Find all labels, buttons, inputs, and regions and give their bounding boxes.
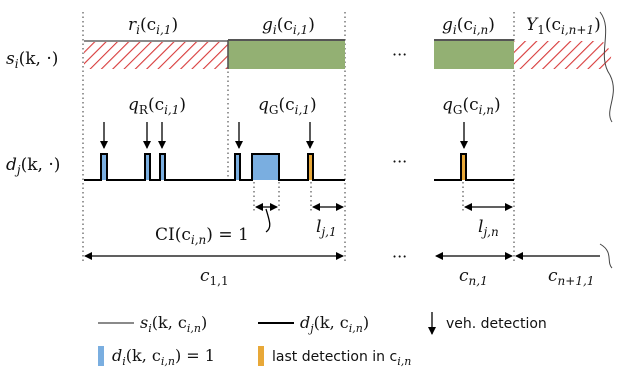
legend-di-label: di(k, ci,n) = 1 <box>112 346 215 368</box>
legend-dj-label: dj(k, ci,n) <box>300 313 369 335</box>
r-label: ri(ci,1) <box>128 15 178 37</box>
legend-si-label: si(k, ci,n) <box>140 313 207 335</box>
c11-label: c1,1 <box>200 266 229 288</box>
dj-axis-label: dj(k, ·) <box>6 155 60 177</box>
legend-blue-swatch <box>98 346 104 366</box>
ellipsis-middle: ··· <box>392 152 407 171</box>
detection-pulse <box>235 154 240 180</box>
legend-orange-swatch <box>258 346 264 366</box>
wavy-cut-line <box>599 11 614 123</box>
g1-label: gi(ci,1) <box>262 15 315 37</box>
qGn-label: qG(ci,n) <box>442 95 501 117</box>
detector-waveform-n <box>434 153 514 181</box>
si-axis-label: si(k, ·) <box>6 49 58 71</box>
detector-waveform-1 <box>84 153 345 181</box>
legend-last-detection-label: last detection in ci,n <box>272 349 411 368</box>
detection-pulse <box>145 154 150 180</box>
gn-label: gi(ci,n) <box>442 15 495 37</box>
qG1-label: qG(ci,1) <box>258 95 317 117</box>
legend: si(k, ci,n) dj(k, ci,n) veh. detection d… <box>98 312 547 368</box>
ci-pointer-curve <box>265 208 271 233</box>
last-detection-pulse <box>461 154 466 180</box>
vehicle-detection-arrows <box>100 122 468 149</box>
detection-pulse <box>101 154 107 180</box>
ellipsis-bottom: ··· <box>392 247 407 266</box>
green-phase-n <box>434 41 514 69</box>
red-phase-hatched <box>84 41 228 69</box>
red-phase-next-hatched <box>514 41 612 69</box>
lj1-label: lj,1 <box>316 217 337 239</box>
ljn-label: lj,n <box>478 217 499 239</box>
Y-label: Y1(ci,n+1) <box>526 15 601 37</box>
ellipsis-top: ··· <box>392 45 407 64</box>
wavy-cut-line-bottom <box>599 243 613 269</box>
legend-veh-detection-label: veh. detection <box>446 316 547 332</box>
CI-label: CI(ci,n) = 1 <box>155 225 249 247</box>
last-detection-pulse <box>308 154 313 180</box>
green-phase-1 <box>228 41 345 69</box>
signal-row: si(k, ·) ri(ci,1) gi(ci,1) gi(ci,n) Y1(c… <box>6 11 614 123</box>
detection-pulse <box>252 154 279 180</box>
cn1-label: cn,1 <box>459 266 488 288</box>
cn11-label: cn+1,1 <box>548 266 594 288</box>
detector-row: dj(k, ·) qR(ci,1) qG(ci,1) qG(ci,n) ··· <box>6 95 514 181</box>
detection-pulse <box>160 154 165 180</box>
qR-label: qR(ci,1) <box>128 95 186 117</box>
measurement-arrows <box>84 203 600 260</box>
